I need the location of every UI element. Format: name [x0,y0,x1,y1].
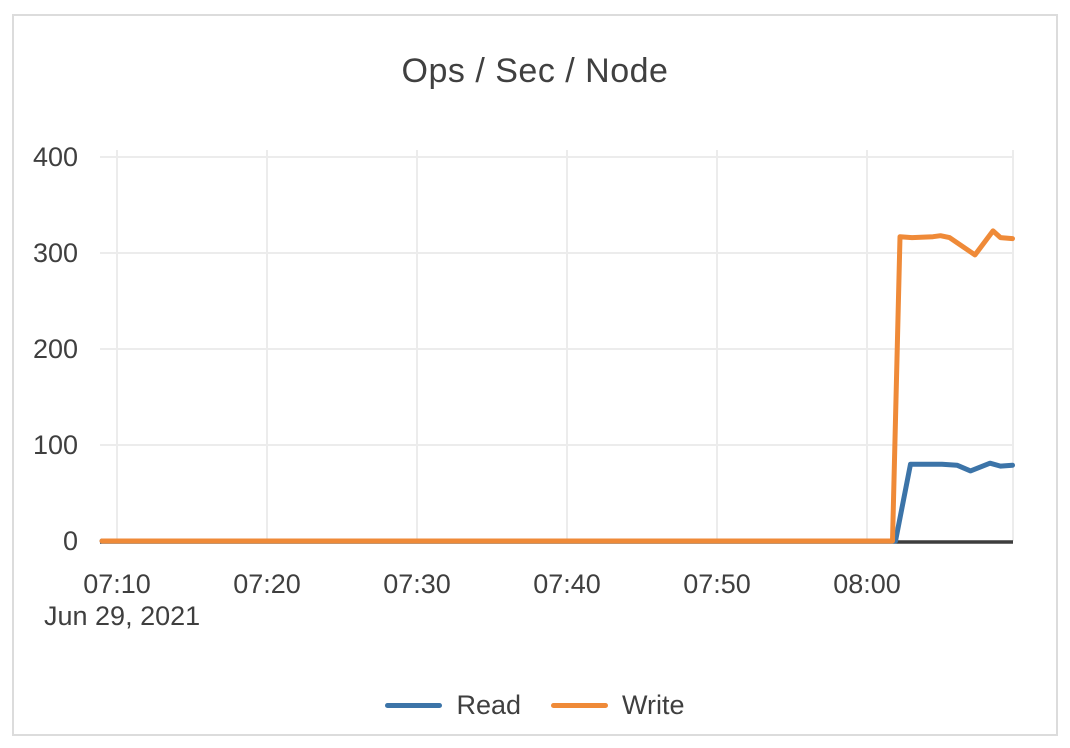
series-line-read [99,460,1015,544]
y-tick-label: 200 [32,334,78,364]
legend-label: Write [622,690,685,720]
x-tick-label: 08:00 [833,569,901,599]
legend-item-write[interactable]: Write [551,690,685,721]
legend: Read Write [0,690,1070,721]
x-tick-label: 07:40 [533,569,601,599]
y-tick-label: 300 [32,238,78,268]
legend-label: Read [456,690,522,720]
x-tick-label: 07:10 [83,569,151,599]
legend-swatch-write [551,703,609,708]
y-tick-label: 100 [32,430,78,460]
legend-swatch-read [385,703,443,708]
x-axis-date-label: Jun 29, 2021 [44,601,201,631]
x-tick-label: 07:30 [383,569,451,599]
series-line-write [99,228,1015,544]
y-tick-label: 400 [32,142,78,172]
x-tick-label: 07:50 [683,569,751,599]
chart-title: Ops / Sec / Node [401,52,669,90]
legend-item-read[interactable]: Read [385,690,521,721]
y-tick-label: 0 [62,526,78,556]
x-tick-label: 07:20 [233,569,301,599]
